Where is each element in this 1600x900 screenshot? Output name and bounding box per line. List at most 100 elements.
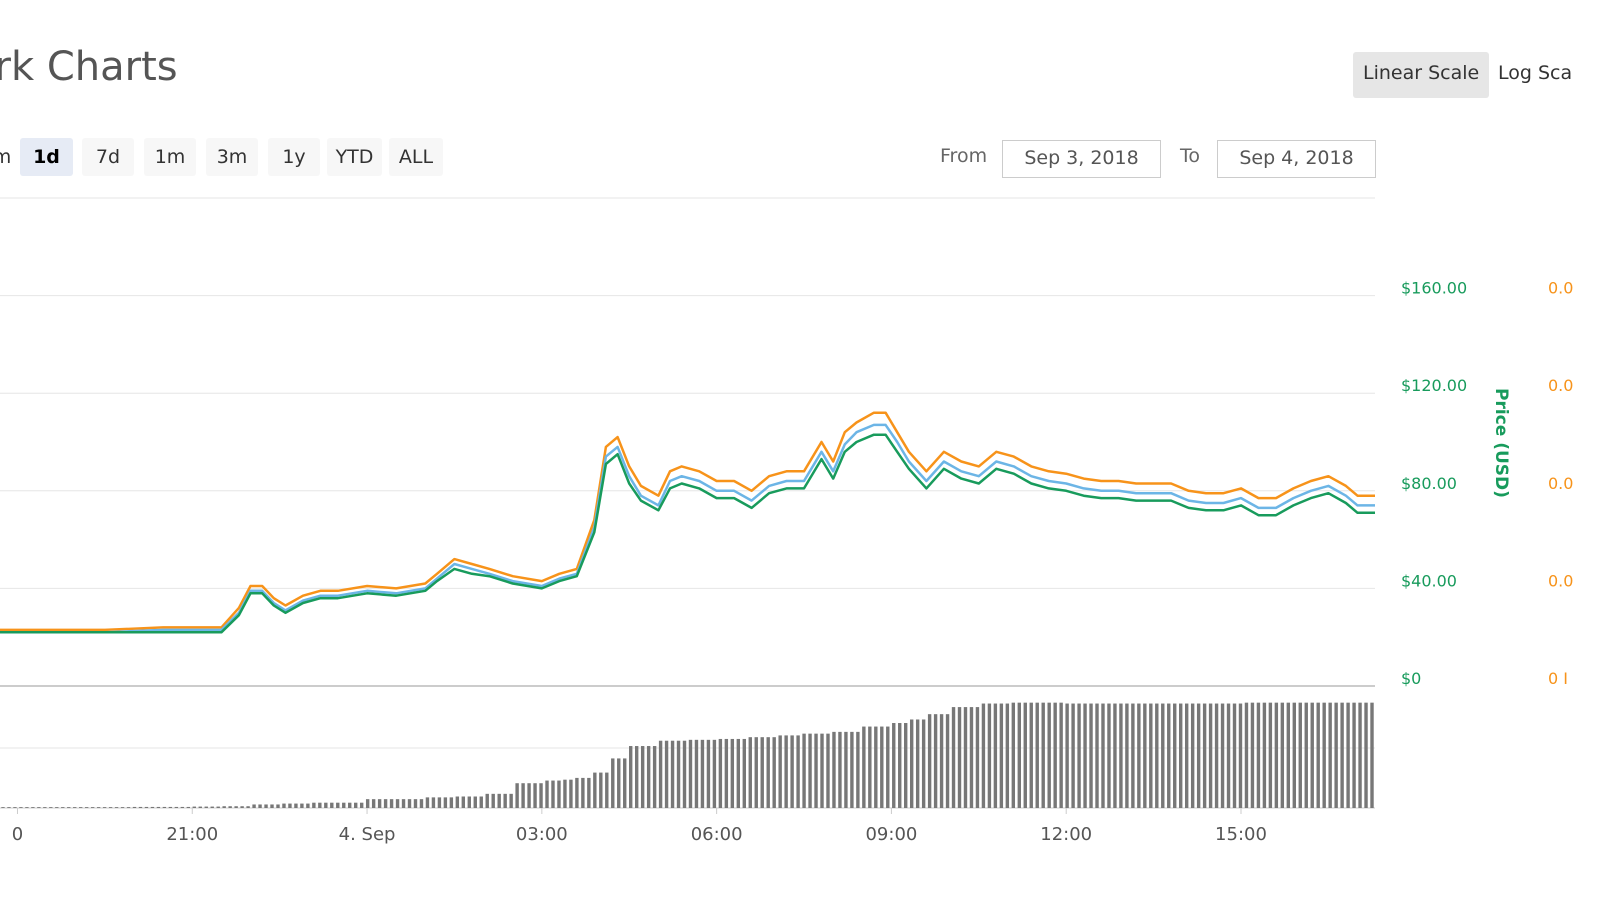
volume-bar <box>1334 702 1338 808</box>
volume-bar <box>348 802 352 808</box>
volume-bar <box>318 802 322 808</box>
volume-bar <box>748 737 752 808</box>
volume-bar <box>1220 703 1225 808</box>
volume-bar <box>198 806 202 808</box>
volume-bar <box>509 793 513 808</box>
range-button-1d[interactable]: 1d <box>20 138 73 176</box>
volume-bar <box>294 803 298 808</box>
volume-bar <box>646 746 651 808</box>
volume-bar <box>1364 702 1368 808</box>
y-tick-label: $40.00 <box>1401 571 1457 590</box>
volume-bar <box>802 733 806 808</box>
volume-bar <box>1184 703 1189 808</box>
volume-bar <box>1352 702 1356 808</box>
volume-bar <box>1238 703 1243 808</box>
volume-bar <box>581 777 585 808</box>
volume-bar <box>252 804 256 808</box>
volume-bar <box>246 806 250 808</box>
volume-bar <box>1346 702 1350 808</box>
volume-bar <box>862 726 866 808</box>
volume-bar <box>844 731 848 808</box>
volume-bar <box>455 796 460 808</box>
volume-bar <box>1340 702 1344 808</box>
volume-bar <box>915 719 920 808</box>
volume-bar <box>497 793 501 808</box>
volume-bar <box>67 807 71 808</box>
volume-bar <box>904 723 908 808</box>
volume-bar <box>1107 703 1111 808</box>
volume-bar <box>814 733 818 808</box>
volume-bar <box>431 797 436 808</box>
range-button-1y[interactable]: 1y <box>268 138 320 176</box>
volume-bar <box>354 802 358 808</box>
volume-bar <box>652 746 657 808</box>
y2-tick-label: 0.0 <box>1548 279 1573 298</box>
volume-bar <box>963 707 968 808</box>
volume-bar <box>706 739 711 808</box>
volume-bar <box>1131 703 1135 808</box>
range-button-all[interactable]: ALL <box>389 138 443 176</box>
range-button-7d[interactable]: 7d <box>82 138 134 176</box>
volume-bar <box>503 793 507 808</box>
from-date-input[interactable]: Sep 3, 2018 <box>1002 140 1161 178</box>
volume-bar <box>467 796 471 808</box>
volume-bar <box>742 738 746 808</box>
volume-bar <box>796 735 800 808</box>
volume-bar <box>282 803 286 808</box>
volume-bar <box>234 806 238 808</box>
volume-bar <box>575 777 579 808</box>
volume-bar <box>951 707 956 808</box>
volume-bar <box>808 733 812 808</box>
volume-bar <box>222 806 226 808</box>
log-scale-button[interactable]: Log Sca <box>1498 62 1573 84</box>
volume-bar <box>539 783 543 808</box>
x-tick-label: 03:00 <box>516 824 568 845</box>
volume-bar <box>49 807 53 808</box>
x-tick-label: 15:00 <box>1215 824 1267 845</box>
range-button-1m[interactable]: 1m <box>144 138 196 176</box>
volume-bar <box>700 739 705 808</box>
volume-bar <box>1125 703 1129 808</box>
volume-bar <box>557 780 561 808</box>
volume-bar <box>927 714 932 808</box>
volume-bar <box>240 806 244 808</box>
volume-bar <box>192 806 196 808</box>
volume-bar <box>909 719 914 808</box>
x-tick-label: 09:00 <box>865 824 917 845</box>
volume-bar <box>365 799 370 808</box>
volume-bar <box>898 723 902 808</box>
volume-bar <box>886 726 890 808</box>
volume-bar <box>921 719 926 808</box>
y-tick-label: $160.00 <box>1401 279 1467 298</box>
volume-bar <box>1274 702 1279 808</box>
volume-bar <box>1322 702 1326 808</box>
volume-bar <box>772 737 776 808</box>
to-label: To <box>1180 145 1201 167</box>
x-tick-label: 06:00 <box>691 824 743 845</box>
volume-bar <box>1268 702 1273 808</box>
volume-bar <box>892 723 896 808</box>
volume-bar <box>61 807 65 808</box>
range-button-ytd[interactable]: YTD <box>327 138 382 176</box>
volume-bar <box>629 746 633 808</box>
volume-bar <box>413 799 418 808</box>
volume-bar <box>599 772 603 808</box>
volume-bar <box>1137 703 1141 808</box>
range-button-m[interactable]: m <box>0 146 12 168</box>
volume-bar <box>1202 703 1207 808</box>
volume-bar <box>1286 702 1291 808</box>
volume-bar <box>1262 702 1267 808</box>
to-date-input[interactable]: Sep 4, 2018 <box>1217 140 1376 178</box>
volume-bar <box>868 726 872 808</box>
volume-bar <box>611 758 615 808</box>
volume-bar <box>55 807 59 808</box>
x-tick-label: 4. Sep <box>339 824 396 845</box>
volume-bar <box>981 703 986 808</box>
volume-bar <box>730 738 735 808</box>
volume-bar <box>1190 703 1195 808</box>
range-button-3m[interactable]: 3m <box>206 138 258 176</box>
volume-bar <box>1011 702 1016 808</box>
linear-scale-button[interactable]: Linear Scale <box>1353 52 1490 98</box>
volume-bar <box>37 807 41 808</box>
